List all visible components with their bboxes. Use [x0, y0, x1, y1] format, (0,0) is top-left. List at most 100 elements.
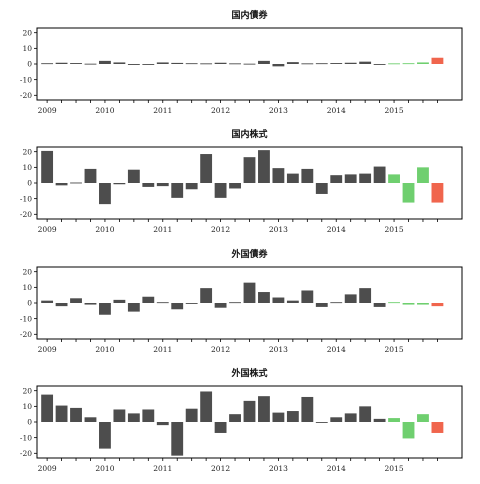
bar-2009Q2 — [55, 183, 68, 186]
bar-2014Q3 — [359, 406, 372, 422]
bar-2015Q1 — [388, 302, 400, 304]
bar-2015Q4 — [431, 303, 444, 307]
bar-2009Q2 — [55, 405, 68, 422]
y-tick-label: -10 — [20, 433, 32, 442]
bar-2012Q3 — [243, 157, 256, 183]
bar-2010Q3 — [127, 169, 140, 183]
x-tick-label: 2015 — [385, 225, 404, 234]
bar-2009Q4 — [84, 168, 97, 183]
bar-2013Q1 — [272, 64, 285, 67]
bar-2012Q1 — [214, 303, 227, 308]
x-tick-label: 2010 — [95, 106, 114, 115]
x-tick-label: 2011 — [153, 225, 172, 234]
bar-2010Q1 — [99, 303, 111, 315]
bar-2010Q4 — [142, 296, 155, 303]
bar-2015Q3 — [417, 62, 429, 64]
bar-2009Q2 — [55, 62, 68, 64]
bar-2014Q3 — [359, 61, 372, 64]
y-tick-label: 10 — [22, 283, 32, 292]
y-tick-label: -20 — [20, 449, 32, 458]
bar-2012Q2 — [229, 414, 241, 422]
x-tick-label: 2009 — [38, 345, 57, 354]
bar-2014Q2 — [344, 413, 357, 422]
bar-2015Q4 — [431, 57, 444, 64]
x-tick-label: 2014 — [327, 225, 346, 234]
bar-2013Q1 — [272, 412, 285, 422]
bar-2009Q4 — [84, 303, 97, 305]
bar-2012Q3 — [243, 282, 256, 303]
bar-2011Q3 — [185, 63, 198, 65]
bar-2010Q3 — [127, 413, 140, 422]
bar-2009Q3 — [70, 407, 82, 422]
x-tick-label: 2010 — [95, 225, 114, 234]
bar-2012Q4 — [258, 60, 270, 64]
y-tick-label: 0 — [27, 179, 32, 188]
bar-2009Q1 — [41, 63, 54, 65]
chart-title: 外国株式 — [230, 367, 267, 379]
bar-2011Q1 — [156, 422, 169, 426]
y-tick-label: 10 — [22, 402, 32, 411]
bar-2012Q2 — [229, 302, 241, 304]
bar-2011Q4 — [200, 154, 213, 183]
bar-2014Q4 — [373, 64, 386, 65]
bar-2015Q3 — [417, 414, 429, 422]
bar-2010Q1 — [99, 60, 111, 64]
y-tick-label: -20 — [20, 330, 32, 339]
x-tick-label: 2014 — [327, 464, 346, 473]
bar-2011Q4 — [200, 391, 213, 422]
bar-2011Q3 — [185, 183, 198, 190]
chart-title: 国内債券 — [231, 9, 268, 21]
bar-2010Q3 — [127, 303, 140, 312]
bar-2010Q1 — [99, 183, 111, 205]
bar-2014Q1 — [330, 417, 343, 422]
bar-2014Q1 — [330, 63, 343, 64]
x-tick-label: 2009 — [38, 106, 57, 115]
bar-2013Q2 — [286, 411, 299, 422]
x-tick-label: 2015 — [385, 464, 404, 473]
y-tick-label: -10 — [20, 75, 32, 84]
x-tick-label: 2011 — [153, 106, 172, 115]
bar-2012Q1 — [214, 422, 227, 433]
bar-2015Q3 — [417, 167, 429, 183]
bar-2009Q4 — [84, 417, 97, 422]
bar-2011Q4 — [200, 63, 213, 65]
bar-2010Q4 — [142, 183, 155, 187]
bar-2009Q1 — [41, 150, 54, 183]
y-tick-label: 10 — [22, 44, 32, 53]
bar-2015Q4 — [431, 183, 444, 203]
bar-2011Q1 — [156, 183, 169, 187]
x-tick-label: 2015 — [385, 345, 404, 354]
x-tick-label: 2012 — [211, 345, 230, 354]
x-tick-label: 2009 — [38, 464, 57, 473]
bar-2015Q2 — [402, 63, 415, 65]
bar-2011Q1 — [156, 62, 169, 64]
x-tick-label: 2013 — [269, 225, 288, 234]
bar-2015Q2 — [402, 183, 415, 203]
bar-2013Q1 — [272, 168, 285, 183]
y-tick-label: 20 — [22, 386, 32, 395]
y-tick-label: 10 — [22, 163, 32, 172]
bar-2014Q2 — [344, 294, 357, 303]
bar-2011Q3 — [185, 408, 198, 422]
bar-2012Q4 — [258, 292, 270, 303]
x-tick-label: 2011 — [153, 464, 172, 473]
x-tick-label: 2011 — [153, 345, 172, 354]
x-tick-label: 2014 — [327, 345, 346, 354]
bar-2013Q4 — [315, 422, 328, 423]
bar-2014Q3 — [359, 173, 372, 183]
y-tick-label: -10 — [20, 194, 32, 203]
y-tick-label: -20 — [20, 91, 32, 100]
bar-2010Q4 — [142, 64, 155, 65]
bar-2012Q3 — [243, 63, 256, 65]
bar-2012Q2 — [229, 183, 241, 189]
bar-2014Q2 — [344, 62, 357, 64]
bar-2011Q2 — [171, 303, 184, 310]
x-tick-label: 2010 — [95, 464, 114, 473]
bar-2014Q4 — [373, 166, 386, 183]
bar-2013Q4 — [315, 183, 328, 194]
y-tick-label: 20 — [22, 147, 32, 156]
bar-2009Q3 — [70, 63, 82, 64]
